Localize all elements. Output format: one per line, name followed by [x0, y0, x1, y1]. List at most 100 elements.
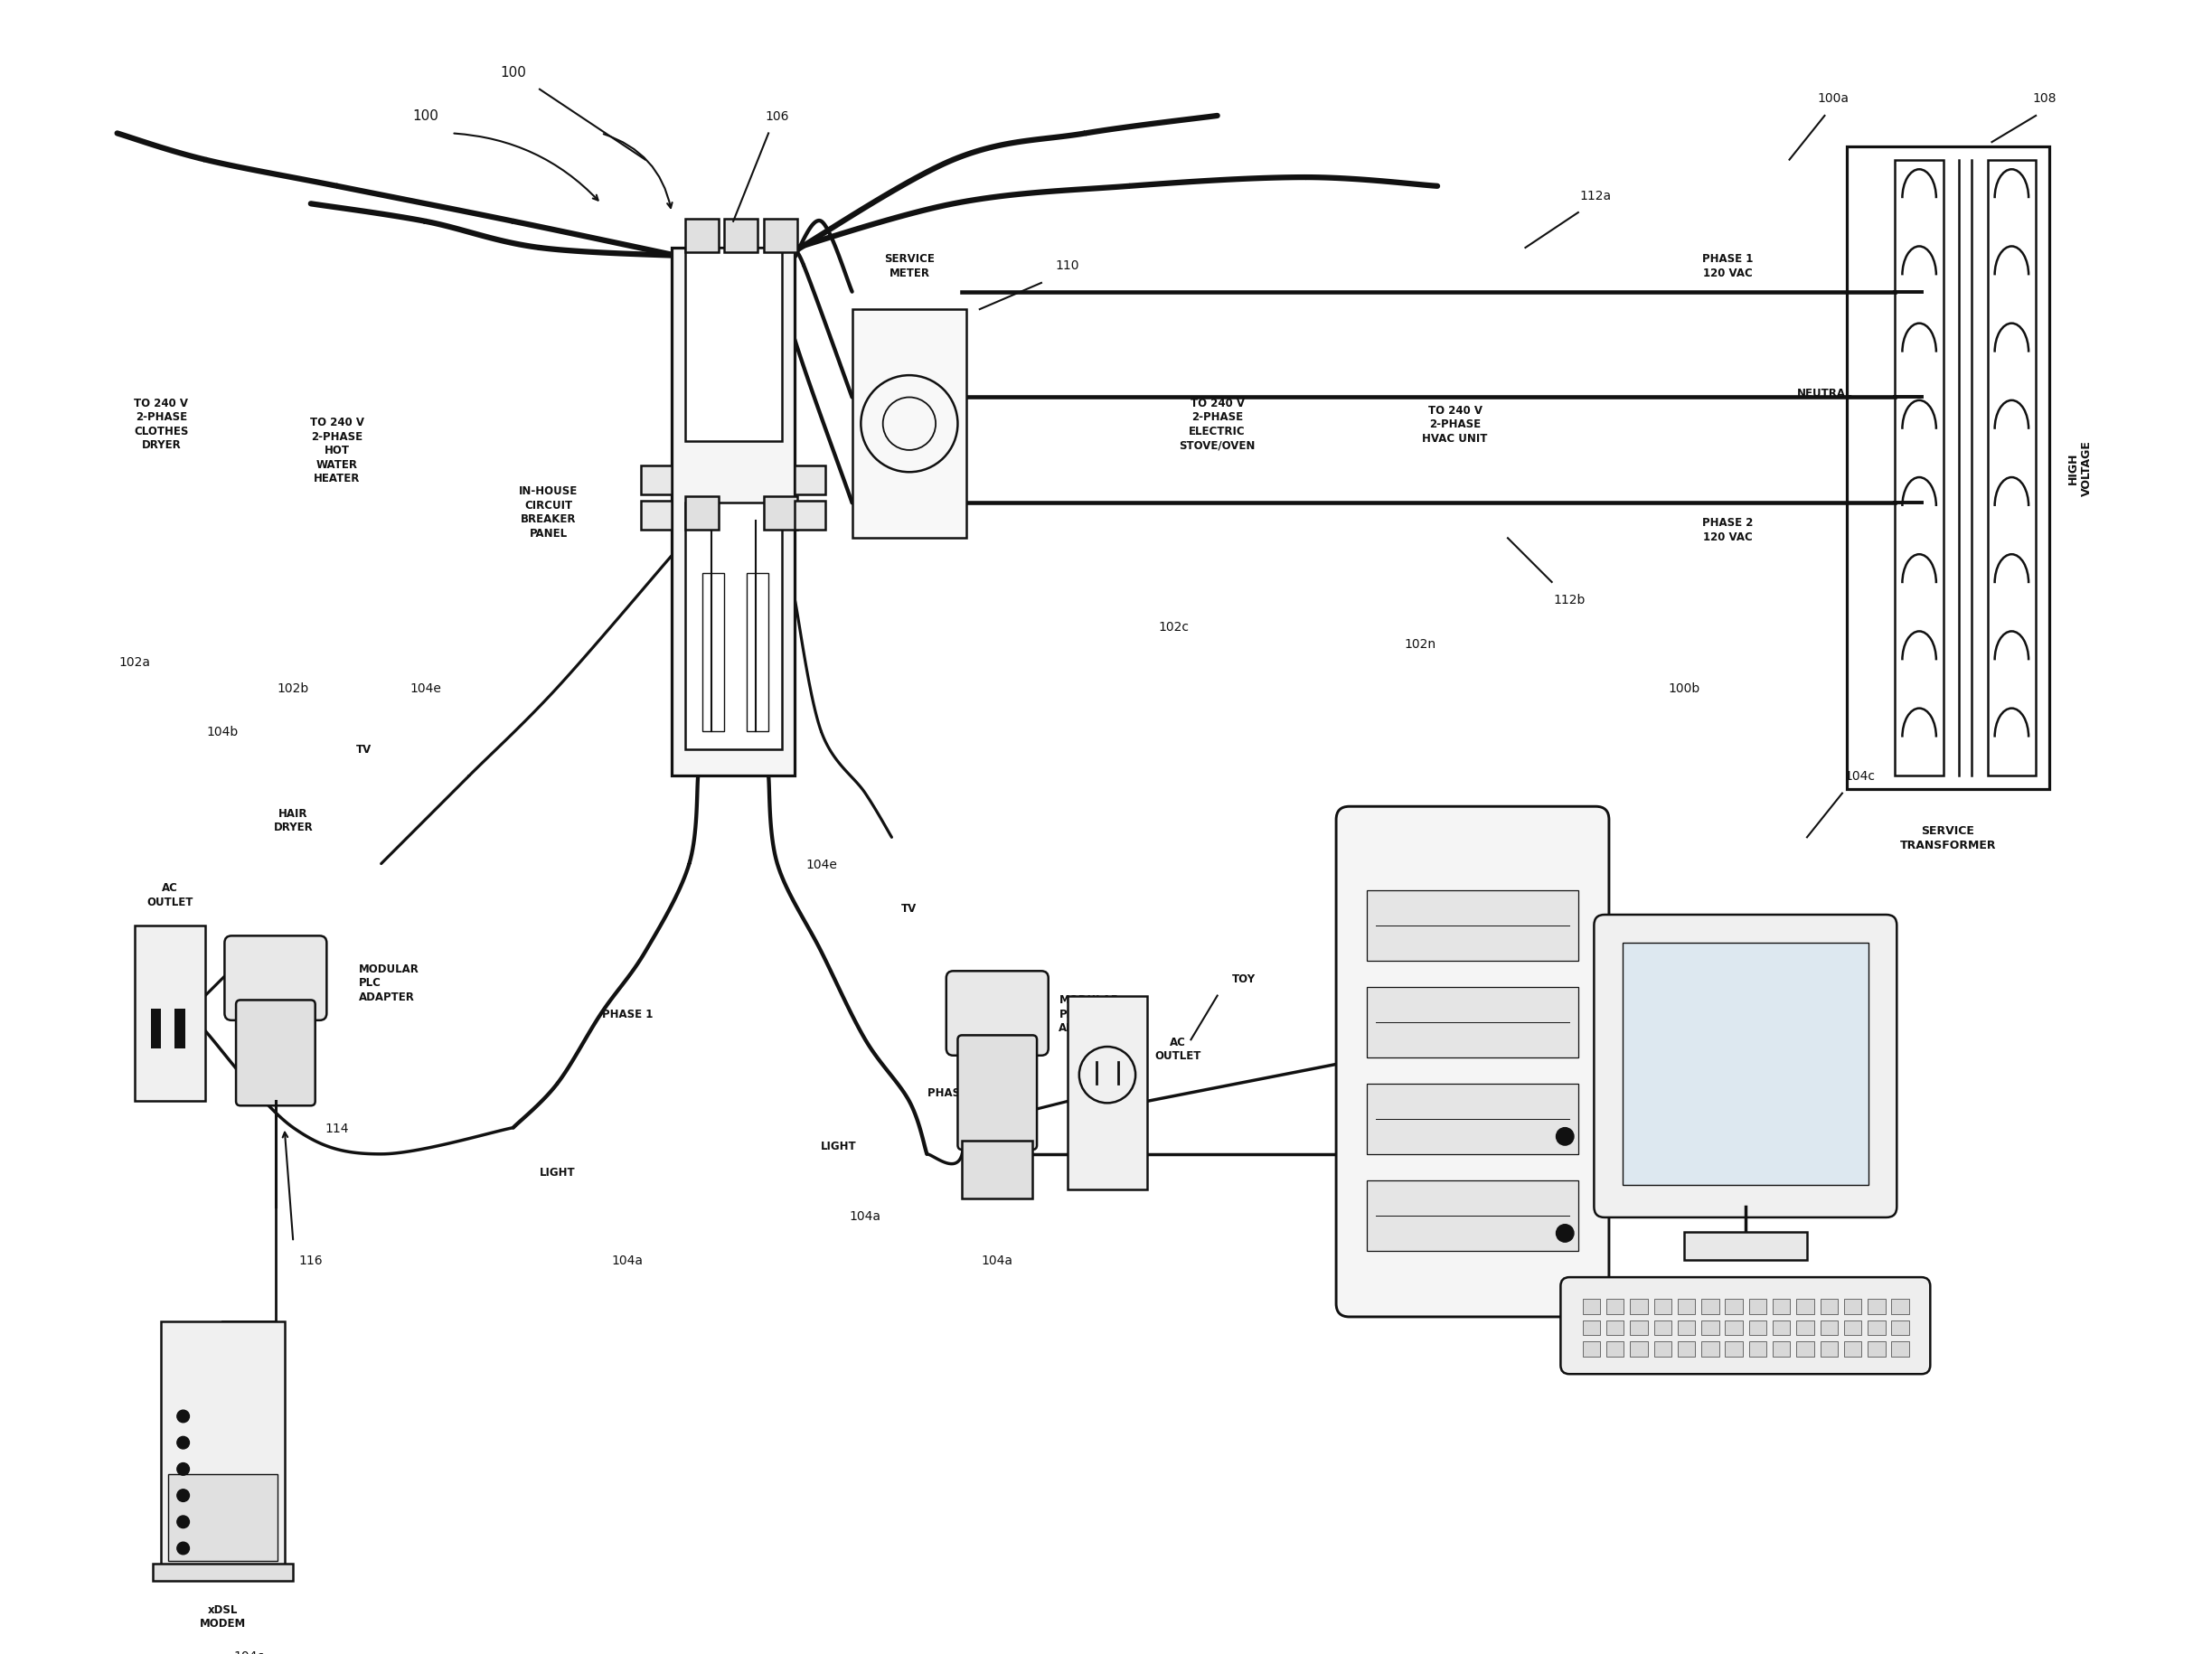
Bar [1820, 1300, 1838, 1315]
Text: HAIR
DRYER: HAIR DRYER [274, 807, 312, 834]
Text: 112a: 112a [1579, 189, 1613, 202]
FancyBboxPatch shape [1562, 1277, 1931, 1374]
Bar [1867, 1320, 1885, 1335]
Bar [1630, 1300, 1648, 1315]
Bar [1367, 1083, 1577, 1154]
Bar [150, 1009, 161, 1049]
Text: SERVICE
TRANSFORMER: SERVICE TRANSFORMER [1900, 825, 1995, 850]
Text: AC
OUTLET: AC OUTLET [1155, 1035, 1201, 1062]
Bar [1845, 1341, 1863, 1356]
Bar [1582, 1300, 1599, 1315]
Text: MODULAR
PLC
ADAPTER: MODULAR PLC ADAPTER [1060, 994, 1119, 1034]
Circle shape [177, 1489, 190, 1502]
Bar [1891, 1320, 1909, 1335]
Bar [135, 926, 206, 1102]
FancyBboxPatch shape [958, 1035, 1037, 1150]
Bar [1750, 1341, 1767, 1356]
Bar [1725, 1320, 1743, 1335]
Text: 104a: 104a [982, 1254, 1013, 1267]
Bar [1630, 1341, 1648, 1356]
Text: 104a: 104a [613, 1254, 644, 1267]
Bar [1701, 1341, 1719, 1356]
Text: PHASE 1: PHASE 1 [602, 1007, 653, 1019]
Circle shape [1557, 1128, 1573, 1146]
Bar [161, 1322, 285, 1568]
Circle shape [177, 1515, 190, 1528]
Bar [763, 496, 799, 529]
FancyBboxPatch shape [947, 971, 1048, 1055]
Text: AC
OUTLET: AC OUTLET [146, 882, 192, 908]
Bar [1796, 1320, 1814, 1335]
Bar [1796, 1300, 1814, 1315]
Text: LIGHT: LIGHT [540, 1166, 575, 1178]
Text: PHASE 1
120 VAC: PHASE 1 120 VAC [1703, 253, 1754, 280]
Text: 102n: 102n [1405, 638, 1436, 650]
Text: TO 240 V
2-PHASE
ELECTRIC
STOVE/OVEN: TO 240 V 2-PHASE ELECTRIC STOVE/OVEN [1179, 397, 1256, 452]
Text: NEUTRAL: NEUTRAL [1796, 387, 1851, 399]
Bar [1677, 1341, 1694, 1356]
Text: TV: TV [902, 901, 918, 915]
Text: TO 240 V
2-PHASE
HOT
WATER
HEATER: TO 240 V 2-PHASE HOT WATER HEATER [310, 417, 365, 485]
Bar [1677, 1320, 1694, 1335]
Bar [1367, 1181, 1577, 1250]
FancyBboxPatch shape [237, 1001, 314, 1107]
Text: 104c: 104c [234, 1649, 265, 1654]
Bar [1891, 1300, 1909, 1315]
Text: 108: 108 [2033, 93, 2057, 106]
Text: 100a: 100a [1818, 93, 1849, 106]
Text: 102c: 102c [1157, 620, 1188, 633]
Bar [1820, 1320, 1838, 1335]
Bar [1891, 1341, 1909, 1356]
Text: 104b: 104b [208, 726, 239, 738]
Bar [1772, 1320, 1790, 1335]
Bar [1068, 996, 1148, 1189]
Bar [1845, 1300, 1863, 1315]
Bar [1367, 987, 1577, 1057]
Bar [1701, 1300, 1719, 1315]
Bar [1750, 1320, 1767, 1335]
Text: HIGH
VOLTAGE: HIGH VOLTAGE [2066, 440, 2093, 496]
Bar [745, 574, 768, 733]
Bar [1772, 1341, 1790, 1356]
Bar [1621, 943, 1869, 1184]
Text: 100: 100 [411, 109, 438, 124]
Text: 106: 106 [765, 111, 790, 122]
FancyBboxPatch shape [1336, 807, 1608, 1317]
Text: 104e: 104e [805, 858, 836, 870]
Circle shape [177, 1411, 190, 1422]
Bar [1845, 1320, 1863, 1335]
Text: TO 240 V
2-PHASE
CLOTHES
DRYER: TO 240 V 2-PHASE CLOTHES DRYER [135, 397, 188, 452]
Bar [153, 1563, 294, 1581]
Text: xDSL
MODEM: xDSL MODEM [199, 1603, 246, 1629]
Bar [1896, 160, 1944, 776]
Text: PHASE 2
120 VAC: PHASE 2 120 VAC [1703, 518, 1754, 543]
FancyBboxPatch shape [226, 936, 327, 1021]
Bar [1820, 1341, 1838, 1356]
Text: IN-HOUSE
CIRCUIT
BREAKER
PANEL: IN-HOUSE CIRCUIT BREAKER PANEL [520, 485, 577, 539]
Bar [763, 220, 799, 253]
Bar [686, 220, 719, 253]
Text: 104c: 104c [1845, 769, 1876, 782]
Text: 104e: 104e [409, 681, 440, 695]
Bar [168, 1474, 276, 1561]
Bar [1701, 1320, 1719, 1335]
Bar [1630, 1320, 1648, 1335]
Bar [686, 496, 719, 529]
Text: 102b: 102b [276, 681, 310, 695]
Bar [1772, 1300, 1790, 1315]
Text: TO 240 V
2-PHASE
HVAC UNIT: TO 240 V 2-PHASE HVAC UNIT [1422, 405, 1489, 445]
Bar [1367, 890, 1577, 961]
FancyBboxPatch shape [1595, 915, 1898, 1217]
Bar [1725, 1300, 1743, 1315]
Bar [794, 501, 825, 529]
Bar [1847, 147, 2048, 789]
Text: LIGHT: LIGHT [821, 1140, 856, 1151]
Text: 116: 116 [299, 1254, 323, 1267]
Bar [1796, 1341, 1814, 1356]
Bar [794, 466, 825, 495]
Circle shape [177, 1437, 190, 1449]
Text: 100b: 100b [1668, 681, 1699, 695]
Bar [1582, 1320, 1599, 1335]
Bar [1606, 1300, 1624, 1315]
Text: TV: TV [356, 744, 372, 756]
